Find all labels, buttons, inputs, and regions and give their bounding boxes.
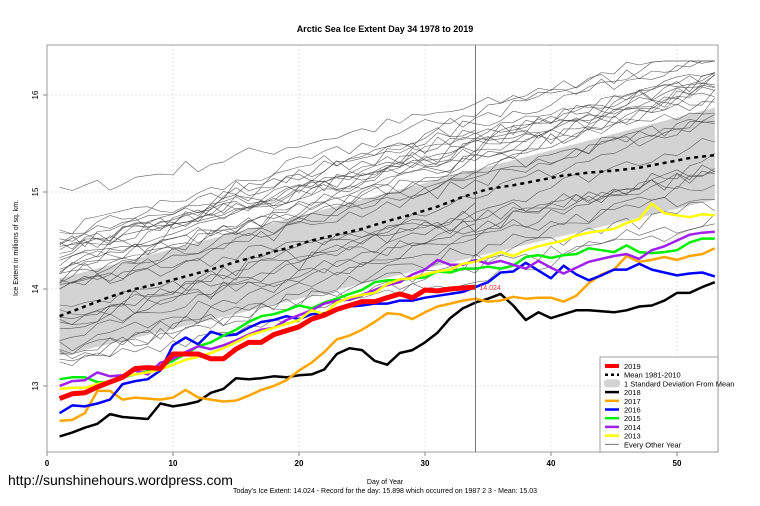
every-other-year-line [59, 184, 715, 367]
current-value-label: 14.024 [479, 285, 501, 292]
every-other-year-line [59, 84, 715, 284]
series-line-2018 [59, 281, 716, 438]
y-tick-label: 15 [31, 187, 40, 196]
series-line-2013 [59, 202, 715, 391]
every-other-year-line [59, 89, 716, 274]
footer-stats: Today's Ice Extent: 14.024 - Record for … [233, 488, 537, 495]
x-tick-label: 0 [45, 459, 50, 468]
every-other-year-line [59, 170, 715, 285]
every-other-year-line [59, 167, 715, 307]
every-other-year-line [59, 72, 715, 261]
every-other-year-line [59, 223, 476, 341]
plot-frame [46, 44, 719, 453]
axes: 0 10 20 30 40 50 13 14 15 16 [31, 44, 719, 468]
series-line-2016 [58, 261, 716, 415]
every-other-year-line [59, 60, 715, 235]
legend-label: 2013 [624, 432, 641, 441]
every-other-year-line [59, 60, 715, 242]
legend-label: 2018 [624, 388, 641, 397]
every-other-year-line [59, 153, 715, 352]
legend-label: 1 Standard Deviation From Mean [624, 379, 734, 388]
y-tick-label: 16 [31, 90, 40, 99]
legend-label: 2017 [624, 397, 641, 406]
every-other-year-line [59, 86, 715, 245]
y-tick-label: 14 [31, 284, 40, 293]
legend-swatch-band [604, 379, 620, 388]
every-other-year-line [59, 74, 715, 250]
y-tick-label: 13 [31, 381, 40, 390]
legend-box [599, 356, 719, 453]
x-tick-label: 20 [295, 459, 304, 468]
every-other-year-line [59, 97, 716, 284]
every-other-year-line [59, 138, 715, 330]
every-other-year-lines-over-band [59, 60, 716, 367]
x-axis-label: Day of Year [367, 479, 404, 486]
every-other-year-line [59, 72, 715, 235]
x-tick-label: 10 [169, 459, 178, 468]
legend-label: 2015 [624, 414, 641, 423]
every-other-year-line [59, 60, 715, 248]
series-line-2019 [58, 284, 476, 401]
every-other-year-line [59, 82, 715, 267]
x-tick-label: 30 [421, 459, 430, 468]
chart-title: Arctic Sea Ice Extent Day 34 1978 to 201… [297, 24, 474, 34]
every-other-year-line [59, 171, 715, 320]
every-other-year-line [59, 223, 715, 362]
legend-label: Mean 1981-2010 [624, 371, 681, 380]
every-other-year-line [59, 92, 715, 273]
every-other-year-line [59, 114, 715, 325]
every-other-year-line [59, 60, 715, 191]
every-other-year-line [59, 202, 476, 315]
legend-label: 2014 [624, 423, 641, 432]
series-line-2015 [59, 237, 715, 384]
y-axis-label: Ice Extent in millions of sq. km. [13, 200, 20, 296]
every-other-year-line [59, 112, 715, 284]
x-tick-label: 40 [547, 459, 556, 468]
legend-label: 2016 [624, 406, 641, 415]
mean-line [59, 153, 715, 318]
x-tick-label: 50 [673, 459, 682, 468]
every-other-year-line [59, 121, 715, 290]
every-other-year-line [59, 73, 716, 259]
legend-label: Every Other Year [624, 440, 682, 449]
watermark-url: http://sunshinehours.wordpress.com [8, 472, 233, 488]
std-dev-band [59, 107, 715, 356]
every-other-year-line [59, 196, 715, 326]
year-series [58, 202, 716, 438]
legend-label: 2019 [624, 362, 641, 371]
